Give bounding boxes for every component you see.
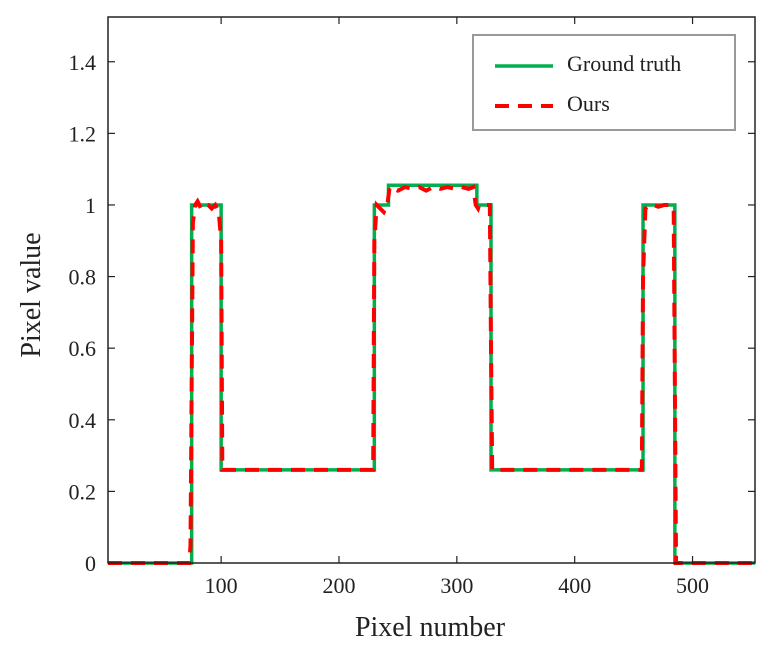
plot-area — [108, 183, 755, 565]
y-axis-label: Pixel value — [16, 232, 47, 357]
y-tick-label: 1 — [85, 193, 96, 218]
y-tick-label: 0.4 — [69, 408, 97, 433]
axes-frame — [107, 16, 756, 564]
data-line — [108, 184, 755, 565]
x-tick-label: 200 — [322, 573, 355, 598]
x-tick-label: 100 — [205, 573, 238, 598]
x-tick-label: 400 — [558, 573, 591, 598]
y-tick-label: 0.2 — [69, 479, 97, 504]
x-tick-label: 500 — [676, 573, 709, 598]
y-tick-label: 1.2 — [69, 121, 97, 146]
legend-text: Ours — [567, 91, 610, 116]
y-tick-label: 1.4 — [69, 50, 97, 75]
y-tick-label: 0.6 — [69, 336, 97, 361]
y-tick-label: 0 — [85, 551, 96, 576]
legend-box — [472, 34, 736, 131]
x-axis-label: Pixel number — [355, 612, 506, 643]
legend-text: Ground truth — [567, 51, 681, 76]
y-tick-label: 0.8 — [69, 265, 97, 290]
x-tick-label: 300 — [440, 573, 473, 598]
